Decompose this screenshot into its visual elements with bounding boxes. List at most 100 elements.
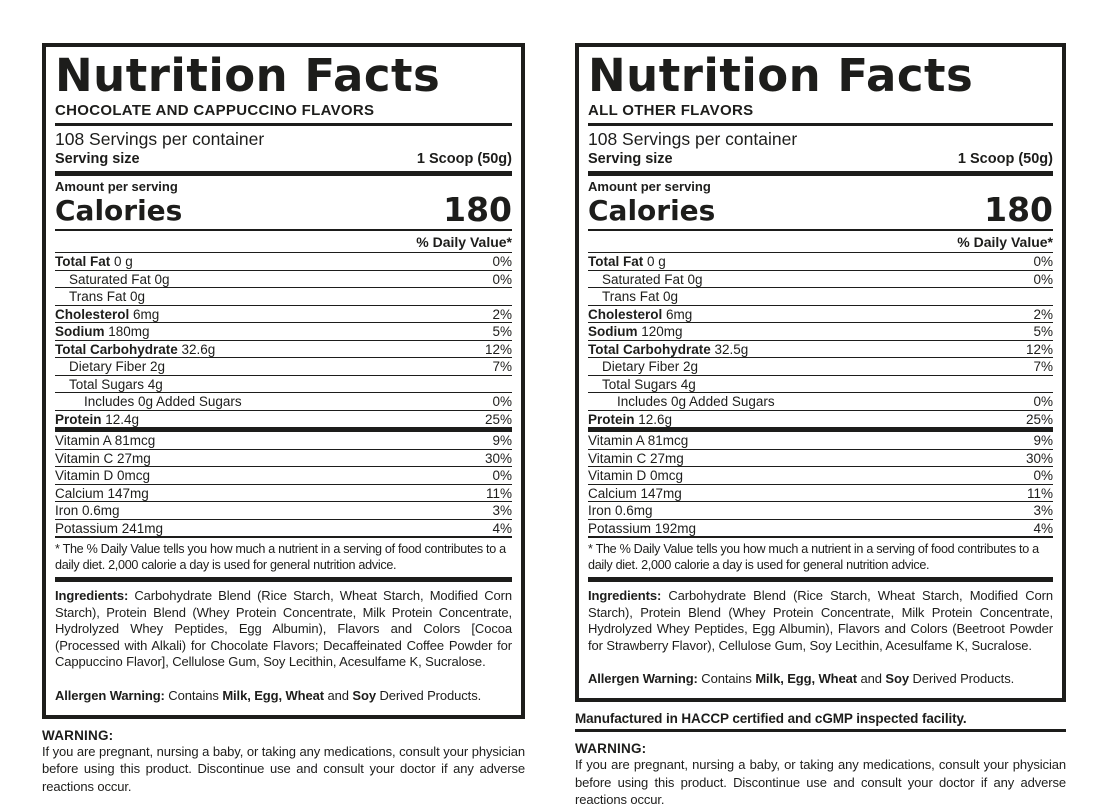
nutrient-daily-value: 9% [1033, 433, 1053, 449]
nutrient-daily-value: 12% [1025, 341, 1053, 357]
serving-size-row: Serving size 1 Scoop (50g) [588, 151, 1053, 168]
allergen-text: Derived Products. [375, 687, 482, 703]
nutrient-label: Dietary Fiber 2g [602, 359, 699, 375]
nutrient-rows: Total Fat 0 g 0% Saturated Fat 0g 0% Trans F… [588, 253, 1053, 539]
ingredients-text: Carbohydrate Blend (Rice Starch, Wheat S… [588, 588, 1053, 653]
nutrient-daily-value: 7% [492, 359, 512, 375]
nutrient-daily-value: 25% [1025, 411, 1053, 427]
calories-value: 180 [984, 190, 1053, 230]
serving-size-value: 1 Scoop (50g) [416, 150, 512, 167]
divider-bar [55, 122, 512, 126]
calories-value: 180 [443, 190, 512, 230]
nutrient-row: Total Carbohydrate 32.5g 12% [588, 341, 1053, 359]
nutrient-row: Sodium 180mg 5% [55, 323, 512, 341]
nutrient-row: Cholesterol 6mg 2% [588, 306, 1053, 324]
nutrient-row: Vitamin D 0mcg 0% [588, 467, 1053, 485]
nutrient-label: Vitamin C 27mg [55, 450, 151, 466]
nutrient-label: Saturated Fat 0g [602, 271, 703, 287]
nutrient-daily-value: 12% [484, 341, 512, 357]
serving-size-label: Serving size [55, 150, 140, 167]
nutrient-daily-value: 2% [1033, 306, 1053, 322]
panel-chocolate-cappuccino: Nutrition Facts CHOCOLATE AND CAPPUCCINO… [42, 43, 525, 795]
nutrient-label: Iron 0.6mg [588, 503, 653, 519]
nutrient-label: Total Fat 0 g [55, 254, 133, 270]
divider-bar [588, 228, 1053, 232]
nutrient-row: Vitamin A 81mcg 9% [588, 432, 1053, 450]
nutrient-row: Protein 12.6g 25% [588, 411, 1053, 433]
nutrient-row: Total Carbohydrate 32.6g 12% [55, 341, 512, 359]
nutrient-row: Potassium 241mg 4% [55, 520, 512, 539]
nutrient-label: Cholesterol 6mg [55, 306, 160, 322]
allergen-text: and [324, 687, 353, 703]
warning-body: If you are pregnant, nursing a baby, or … [575, 757, 1066, 808]
ingredients-label: Ingredients: [588, 588, 662, 604]
allergen-text: Derived Products. [908, 671, 1015, 687]
warning-block: WARNING: If you are pregnant, nursing a … [575, 741, 1066, 809]
nutrient-row: Vitamin C 27mg 30% [588, 450, 1053, 468]
allergen-text: Contains [164, 687, 223, 703]
nutrient-row: Total Sugars 4g [55, 376, 512, 394]
nutrient-daily-value: 3% [492, 503, 512, 519]
nutrient-label: Trans Fat 0g [69, 289, 146, 305]
nutrient-label: Vitamin A 81mcg [588, 433, 689, 449]
nutrient-daily-value: 5% [492, 324, 512, 340]
nutrient-daily-value: 0% [492, 468, 512, 484]
warning-title: WARNING: [575, 741, 647, 757]
nutrient-row: Vitamin D 0mcg 0% [55, 467, 512, 485]
nutrient-daily-value: 0% [492, 394, 512, 410]
divider-bar [588, 577, 1053, 583]
daily-value-footnote: * The % Daily Value tells you how much a… [588, 542, 1039, 573]
calories-label: Calories [55, 194, 183, 228]
daily-value-footnote: * The % Daily Value tells you how much a… [55, 542, 506, 573]
nutrient-label: Sodium 120mg [588, 324, 683, 340]
nutrient-label: Calcium 147mg [588, 485, 682, 501]
servings-per-container: 108 Servings per container [588, 128, 798, 149]
nutrient-row: Total Fat 0 g 0% [588, 253, 1053, 271]
nutrient-daily-value: 11% [1026, 485, 1053, 501]
allergen-text: Contains [697, 671, 756, 687]
nutrient-daily-value: 2% [492, 306, 512, 322]
nutrient-row: Iron 0.6mg 3% [588, 502, 1053, 520]
nutrient-label: Total Carbohydrate 32.6g [55, 341, 216, 357]
divider-bar [588, 171, 1053, 177]
nutrient-daily-value: 0% [492, 271, 512, 287]
daily-value-header: % Daily Value* [588, 231, 1053, 254]
nutrient-row: Vitamin A 81mcg 9% [55, 432, 512, 450]
nutrient-daily-value: 9% [492, 433, 512, 449]
warning-body: If you are pregnant, nursing a baby, or … [42, 743, 525, 794]
nutrient-label: Trans Fat 0g [602, 289, 679, 305]
nutrient-row: Cholesterol 6mg 2% [55, 306, 512, 324]
nutrient-row: Calcium 147mg 11% [55, 485, 512, 503]
nutrient-daily-value: 0% [1033, 271, 1053, 287]
nutrient-row: Total Fat 0 g 0% [55, 253, 512, 271]
allergen-label: Allergen Warning: [55, 687, 165, 703]
ingredients-paragraph: Ingredients: Carbohydrate Blend (Rice St… [55, 588, 512, 671]
nutrient-label: Total Carbohydrate 32.5g [588, 341, 749, 357]
serving-size-row: Serving size 1 Scoop (50g) [55, 151, 512, 168]
allergen-bold: Soy [352, 687, 376, 703]
flavor-heading: ALL OTHER FLAVORS [588, 101, 754, 119]
amount-per-serving-label: Amount per serving [55, 179, 178, 195]
nutrient-row: Includes 0g Added Sugars 0% [55, 393, 512, 411]
nutrient-label: Vitamin D 0mcg [588, 468, 684, 484]
nutrient-label: Potassium 192mg [588, 520, 697, 536]
nutrient-daily-value: 11% [485, 485, 512, 501]
divider-bar [55, 577, 512, 583]
nutrient-row: Calcium 147mg 11% [588, 485, 1053, 503]
divider-bar [575, 729, 1066, 733]
nutrient-label: Protein 12.6g [588, 411, 673, 427]
flavor-heading: CHOCOLATE AND CAPPUCCINO FLAVORS [55, 101, 375, 119]
nutrient-row: Includes 0g Added Sugars 0% [588, 393, 1053, 411]
nutrient-label: Cholesterol 6mg [588, 306, 693, 322]
nutrient-daily-value: 25% [484, 411, 512, 427]
nutrient-label: Protein 12.4g [55, 411, 140, 427]
divider-bar [588, 122, 1053, 126]
nutrient-daily-value: 30% [484, 450, 512, 466]
nutrient-label: Total Sugars 4g [69, 376, 163, 392]
nutrition-facts-box: Nutrition Facts ALL OTHER FLAVORS 108 Se… [575, 43, 1066, 703]
nutrient-daily-value: 4% [1033, 520, 1053, 536]
nutrition-facts-title: Nutrition Facts [588, 49, 974, 102]
nutrient-row: Dietary Fiber 2g 7% [55, 358, 512, 376]
nutrient-label: Includes 0g Added Sugars [84, 394, 242, 410]
nutrient-label: Includes 0g Added Sugars [617, 394, 775, 410]
